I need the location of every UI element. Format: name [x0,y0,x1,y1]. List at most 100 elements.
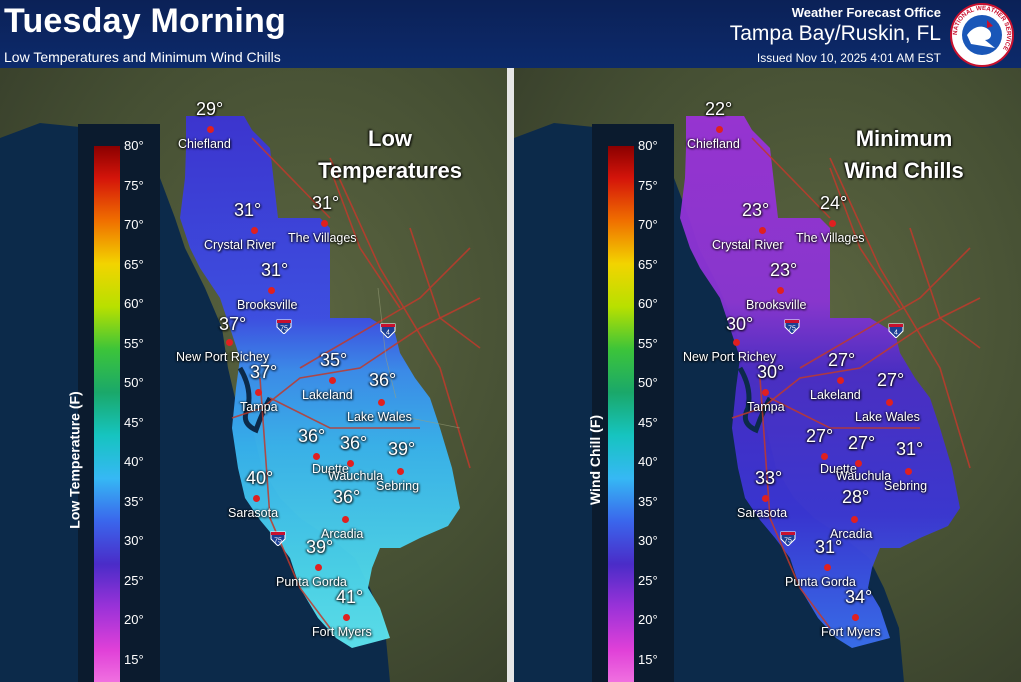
city-name: Brooksville [746,298,807,312]
city-dot [315,564,322,571]
page-title: Tuesday Morning [4,2,286,40]
scale-tick: 65° [638,257,658,272]
city-value: 31° [312,193,340,213]
city-name: Sebring [376,479,420,493]
city-name: Punta Gorda [785,575,856,589]
city-name: Lake Wales [347,410,412,424]
city-name: Chiefland [687,137,740,151]
city-value: 31° [815,537,843,557]
city-value: 31° [896,439,924,459]
page-subtitle: Low Temperatures and Minimum Wind Chills [4,49,281,65]
scale-tick: 45° [638,415,658,430]
city-value: 36° [333,487,361,507]
axis-label: Low Temperature (F) [66,391,83,529]
svg-text:4: 4 [894,330,898,337]
issued-time: Issued Nov 10, 2025 4:01 AM EST [756,51,941,65]
city-dot [255,389,262,396]
interstate-75-shield-icon: 75 [270,531,286,546]
city-name: Crystal River [712,238,784,252]
city-dot [851,516,858,523]
city-value: 29° [196,99,224,119]
city-name: Tampa [747,400,785,414]
panel-divider [507,68,514,682]
city-name: The Villages [796,231,865,245]
city-dot [343,614,350,621]
scale-tick: 40° [638,454,658,469]
color-scale: 80° 75° 70° 65° 60° 55° 50° 45° 40° 35° … [66,124,160,682]
panel-title: Minimum Wind Chills [844,126,964,183]
city-dot [378,399,385,406]
city-value: 37° [219,314,247,334]
city-dot [397,468,404,475]
color-scale-bar [94,146,120,682]
scale-tick: 50° [124,375,144,390]
city-dot [716,126,723,133]
city-value: 39° [306,537,334,557]
color-scale: 80° 75° 70° 65° 60° 55° 50° 45° 40° 35° … [587,124,674,682]
scale-tick: 25° [124,573,144,588]
city-name: Arcadia [321,527,364,541]
office-name: Tampa Bay/Ruskin, FL [729,22,941,45]
interstate-4-shield-icon: 4 [380,323,396,338]
city-value: 22° [705,99,733,119]
scale-tick: 25° [638,573,658,588]
city-dot [821,453,828,460]
city-dot [886,399,893,406]
city-dot [762,389,769,396]
city-value: 41° [336,587,364,607]
map-panel-wind-chills: 80° 75° 70° 65° 60° 55° 50° 45° 40° 35° … [514,68,1021,682]
city-name: Arcadia [830,527,873,541]
city-name: Fort Myers [821,625,881,639]
interstate-75-shield-icon: 75 [276,319,292,334]
city-value: 27° [806,426,834,446]
svg-text:75: 75 [784,538,792,545]
panel-title: Low Temperatures [318,126,462,183]
svg-text:75: 75 [274,538,282,545]
city-name: Wauchula [836,469,892,483]
scale-tick: 40° [124,454,144,469]
svg-text:75: 75 [788,326,796,333]
city-value: 31° [234,200,262,220]
scale-tick: 55° [124,336,144,351]
city-dot [824,564,831,571]
city-value: 27° [848,433,876,453]
city-value: 24° [820,193,848,213]
svg-text:4: 4 [386,330,390,337]
scale-tick: 60° [638,296,658,311]
city-name: Punta Gorda [276,575,347,589]
city-dot [852,614,859,621]
city-name: New Port Richey [683,350,777,364]
scale-tick: 35° [124,494,144,509]
scale-tick: 75° [124,178,144,193]
office-label: Weather Forecast Office [791,5,941,20]
city-name: Brooksville [237,298,298,312]
scale-tick: 20° [638,612,658,627]
city-dot [855,460,862,467]
city-value: 27° [828,350,856,370]
header-banner: Tuesday Morning Low Temperatures and Min… [0,0,1021,68]
city-name: Wauchula [328,469,384,483]
city-name: Chiefland [178,137,231,151]
interstate-4-shield-icon: 4 [888,323,904,338]
city-dot [268,287,275,294]
city-name: Duette [312,462,349,476]
interstate-75-shield-icon: 75 [784,319,800,334]
city-dot [253,495,260,502]
scale-tick: 80° [638,138,658,153]
city-value: 30° [726,314,754,334]
scale-tick: 70° [638,217,658,232]
scale-tick: 80° [124,138,144,153]
city-name: Lakeland [302,388,353,402]
city-value: 28° [842,487,870,507]
city-value: 23° [770,260,798,280]
city-dot [329,377,336,384]
city-dot [342,516,349,523]
city-dot [759,227,766,234]
city-value: 36° [298,426,326,446]
city-value: 23° [742,200,770,220]
map-panel-low-temperatures: 80° 75° 70° 65° 60° 55° 50° 45° 40° 35° … [0,68,507,682]
city-value: 36° [340,433,368,453]
scale-tick: 30° [124,533,144,548]
color-scale-bar [608,146,634,682]
